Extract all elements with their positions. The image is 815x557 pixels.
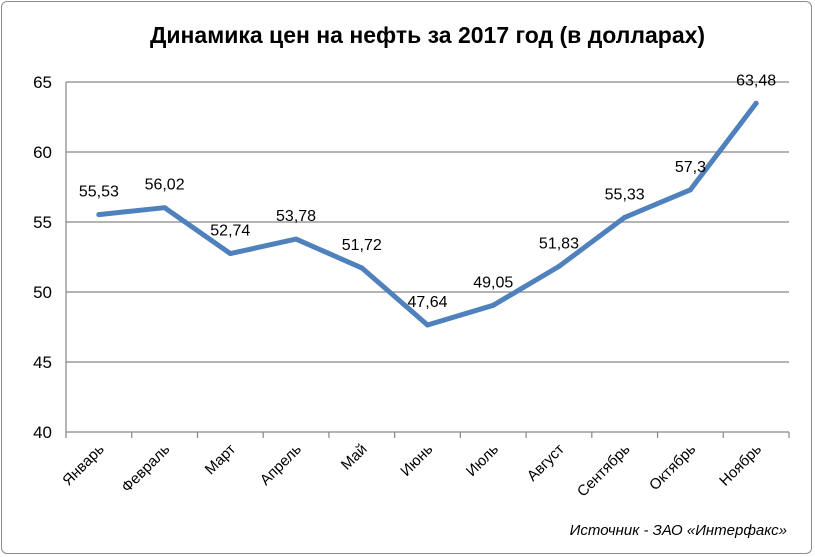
data-point <box>490 302 496 308</box>
data-label: 55,53 <box>79 184 119 201</box>
data-label: 63,48 <box>736 72 776 89</box>
x-tick-label: Июнь <box>397 441 436 480</box>
data-point <box>227 251 233 257</box>
x-tick-label: Январь <box>59 441 108 490</box>
series <box>96 100 759 328</box>
data-point <box>425 322 430 328</box>
data-point <box>687 187 693 193</box>
y-tick-label: 45 <box>33 353 52 372</box>
data-point <box>359 265 365 271</box>
data-point <box>622 214 628 220</box>
x-tick-label: Июль <box>463 441 502 480</box>
data-label: 49,05 <box>473 274 513 291</box>
x-axis: Январь Февраль Март Апрель Май Июнь Июль Август… <box>59 82 790 501</box>
data-point <box>162 205 168 211</box>
chart-title: Динамика цен на нефть за 2017 год (в дол… <box>150 22 706 48</box>
data-label: 51,83 <box>539 235 579 252</box>
data-point <box>96 212 102 218</box>
y-axis-ticks: 40 45 50 55 60 65 <box>33 73 52 442</box>
data-label: 56,02 <box>145 177 185 194</box>
data-label: 57,3 <box>675 159 706 176</box>
y-tick-label: 65 <box>33 73 52 92</box>
data-point <box>293 236 299 242</box>
x-tick-label: Сентябрь <box>574 441 634 501</box>
x-tick-label: Ноябрь <box>716 441 765 490</box>
data-point <box>753 100 759 106</box>
data-label: 51,72 <box>342 237 382 254</box>
y-tick-label: 55 <box>33 213 52 232</box>
data-label: 55,33 <box>605 186 645 203</box>
y-tick-label: 40 <box>33 423 52 442</box>
x-tick-label: Март <box>202 441 239 478</box>
x-tick-label: Апрель <box>257 441 305 489</box>
y-tick-label: 50 <box>33 283 52 302</box>
data-label: 47,64 <box>407 294 447 311</box>
data-label: 52,74 <box>210 223 250 240</box>
x-tick-label: Октябрь <box>646 441 699 494</box>
data-label: 53,78 <box>276 208 316 225</box>
x-tick-label: Май <box>338 441 371 474</box>
data-labels: 55,53 56,02 52,74 53,78 51,72 47,64 49,05 51,83… <box>79 72 776 311</box>
chart-source: Источник - ЗАО «Интерфакс» <box>569 522 787 539</box>
x-tick-label: Февраль <box>118 441 173 496</box>
y-tick-label: 60 <box>33 143 52 162</box>
gridlines <box>66 81 789 433</box>
data-point <box>556 263 562 269</box>
x-tick-label: Август <box>524 441 568 485</box>
